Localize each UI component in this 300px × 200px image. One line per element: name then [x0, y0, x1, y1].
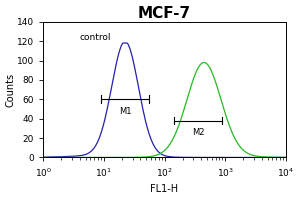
Text: M1: M1	[119, 107, 131, 116]
Y-axis label: Counts: Counts	[6, 73, 16, 107]
Title: MCF-7: MCF-7	[138, 6, 191, 21]
Text: control: control	[80, 33, 111, 42]
Text: M2: M2	[192, 128, 204, 137]
X-axis label: FL1-H: FL1-H	[151, 184, 178, 194]
